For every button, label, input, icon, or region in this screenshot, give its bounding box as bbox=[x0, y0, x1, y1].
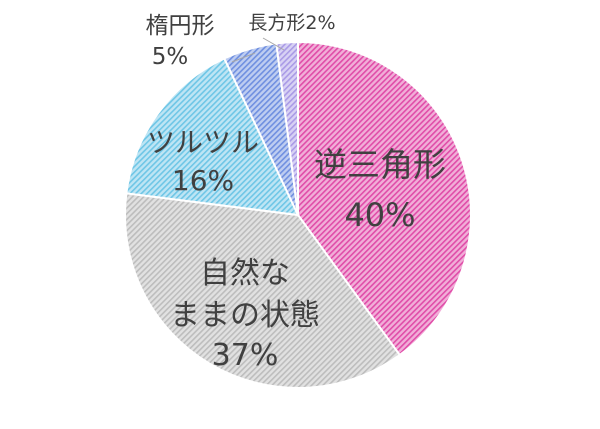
slice-label-inverted-triangle: 逆三角形 bbox=[314, 145, 446, 184]
pie-slice-natural bbox=[123, 192, 402, 390]
pie-slice-smooth bbox=[125, 57, 300, 217]
slice-labels: 逆三角形 40% 自然な ままの状態 37% ツルツル 16% 楕円形 5% 長… bbox=[146, 12, 447, 373]
leader-line-ellipse bbox=[231, 52, 256, 63]
slice-value-inverted-triangle: 40% bbox=[344, 196, 415, 234]
slice-label-natural-line2: ままの状態 bbox=[170, 298, 320, 333]
leader-lines bbox=[231, 37, 285, 63]
pie-slice-inverted-triangle bbox=[297, 40, 473, 357]
slice-label-natural-line1: 自然な bbox=[200, 256, 290, 291]
slice-label-rectangle: 長方形2% bbox=[248, 12, 335, 34]
slice-value-smooth: 16% bbox=[172, 164, 234, 197]
pie-slices bbox=[123, 40, 473, 390]
leader-line-rectangle bbox=[262, 37, 285, 51]
slice-label-smooth: ツルツル bbox=[147, 126, 259, 159]
slice-label-ellipse: 楕円形 bbox=[146, 13, 215, 39]
slice-value-natural: 37% bbox=[212, 338, 279, 373]
slice-value-ellipse: 5% bbox=[152, 44, 189, 70]
pie-slice-rectangle bbox=[275, 40, 299, 216]
